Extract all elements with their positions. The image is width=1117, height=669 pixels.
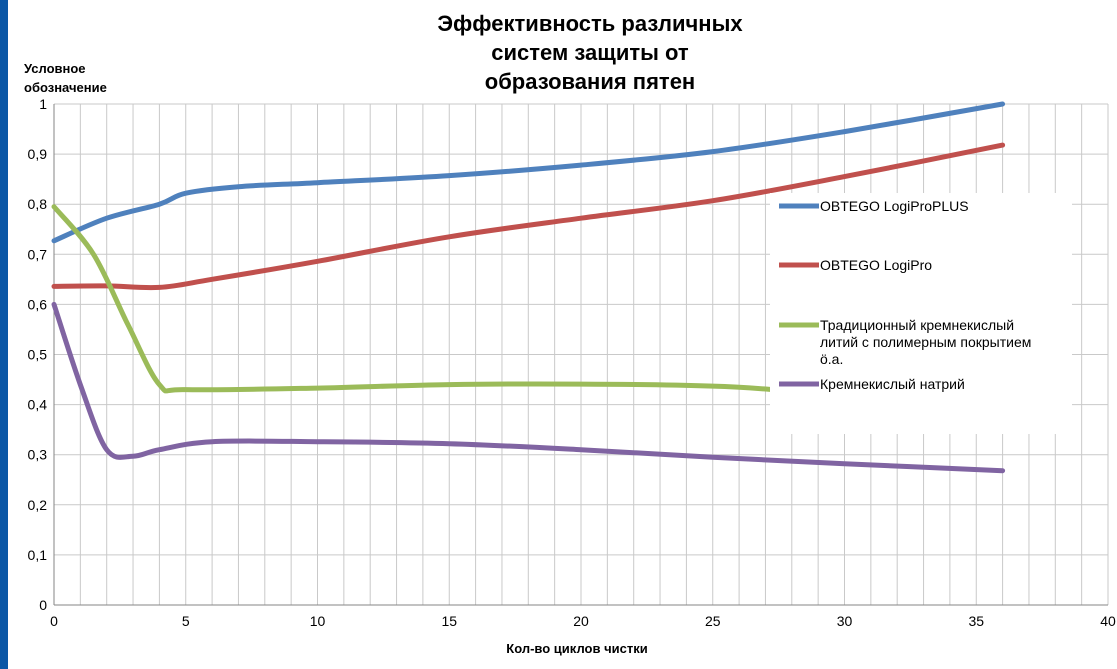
y-tick-label: 0 <box>39 597 47 613</box>
series-line-4 <box>51 301 1006 474</box>
y-axis-label-line-2: обозначение <box>24 80 107 95</box>
x-tick-label: 40 <box>1100 613 1116 629</box>
x-tick-labels: 0 5 10 15 20 25 30 35 40 <box>50 613 1116 629</box>
y-tick-label: 0,5 <box>28 347 48 363</box>
axes <box>53 104 1108 606</box>
y-tick-label: 0,2 <box>28 497 48 513</box>
y-tick-label: 0,3 <box>28 447 48 463</box>
legend: OBTEGO LogiProPLUS OBTEGO LogiPro Традицио… <box>779 198 1031 392</box>
series-line-1 <box>51 101 1006 244</box>
y-tick-label: 0,1 <box>28 547 48 563</box>
x-tick-label: 0 <box>50 613 58 629</box>
legend-label-3: Традиционный кремнекислый <box>820 317 1014 333</box>
y-tick-label: 0,8 <box>28 196 48 212</box>
x-tick-label: 25 <box>705 613 721 629</box>
x-tick-label: 10 <box>310 613 326 629</box>
legend-label-3: литий с полимерным покрытием <box>820 334 1031 350</box>
y-tick-label: 0,7 <box>28 246 48 262</box>
legend-label-1: OBTEGO LogiProPLUS <box>820 198 969 214</box>
y-tick-labels: 0 0,1 0,2 0,3 0,4 0,5 0,6 0,7 0,8 0,9 1 <box>28 96 48 613</box>
chart-title-line-1: Эффективность различных <box>437 11 743 36</box>
y-tick-label: 0,4 <box>28 397 48 413</box>
y-tick-label: 0,6 <box>28 296 48 312</box>
legend-label-2: OBTEGO LogiPro <box>820 257 932 273</box>
x-tick-label: 20 <box>573 613 589 629</box>
chart-title-line-2: систем защиты от <box>491 40 689 65</box>
x-tick-label: 30 <box>837 613 853 629</box>
x-axis-label: Кол-во циклов чистки <box>506 641 647 656</box>
chart-title-line-3: образования пятен <box>485 69 695 94</box>
legend-label-4: Кремнекислый натрий <box>820 376 965 392</box>
legend-box <box>770 193 1072 434</box>
y-axis-label-line-1: Условное <box>24 61 86 76</box>
series-line-3 <box>51 204 776 394</box>
series-line-2 <box>51 142 1006 291</box>
x-tick-label: 5 <box>182 613 190 629</box>
line-chart: 0 5 10 15 20 25 30 35 40 00,10,20,30,40,50,60,70… <box>24 11 1116 656</box>
legend-label-3: ö.a. <box>820 351 843 367</box>
y-tick-label: 1 <box>39 96 47 112</box>
x-tick-label: 15 <box>441 613 457 629</box>
chart-frame: 0 5 10 15 20 25 30 35 40 0 0,1 0,2 0,3 0,4 0,5 0,6 0,7 0… <box>8 0 1117 669</box>
series-lines <box>51 101 1006 474</box>
x-tick-label: 35 <box>968 613 984 629</box>
y-tick-label: 0,9 <box>28 146 48 162</box>
